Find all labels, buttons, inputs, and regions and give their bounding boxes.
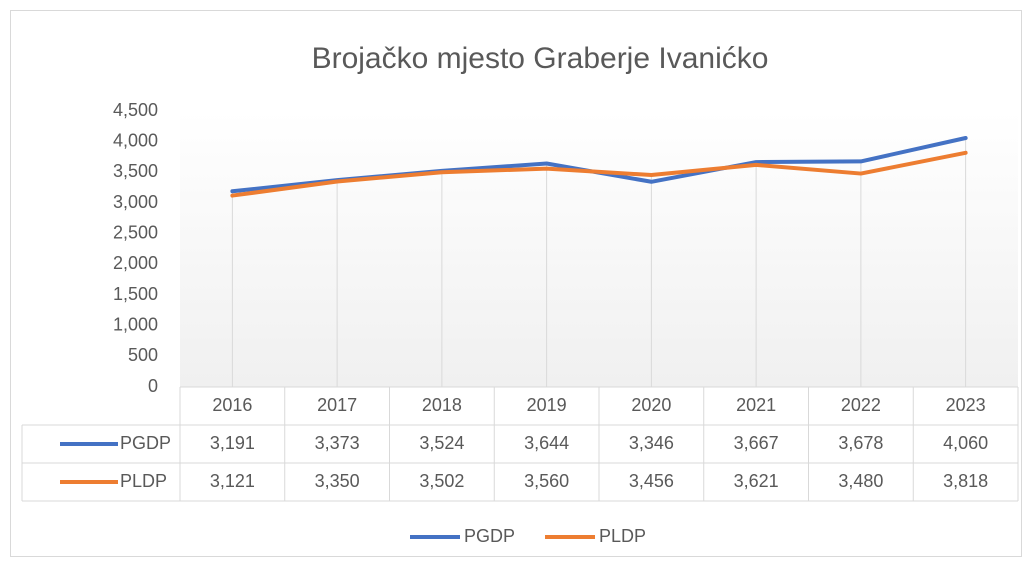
chart-title: Brojačko mjesto Graberje Ivanićko	[312, 42, 769, 75]
y-tick-label: 4,500	[113, 100, 158, 120]
table-series-name: PGDP	[120, 433, 171, 453]
table-value: 3,350	[315, 471, 360, 491]
table-value: 3,191	[210, 433, 255, 453]
y-tick-label: 2,000	[113, 253, 158, 273]
table-value: 3,346	[629, 433, 674, 453]
table-value: 3,480	[838, 471, 883, 491]
table-value: 3,621	[734, 471, 779, 491]
x-tick-label: 2023	[946, 395, 986, 415]
x-tick-label: 2019	[527, 395, 567, 415]
table-value: 3,524	[419, 433, 464, 453]
table-value: 3,456	[629, 471, 674, 491]
table-value: 3,667	[734, 433, 779, 453]
table-value: 4,060	[943, 433, 988, 453]
x-tick-label: 2020	[631, 395, 671, 415]
table-value: 3,818	[943, 471, 988, 491]
table-value: 3,644	[524, 433, 569, 453]
y-tick-label: 2,500	[113, 222, 158, 242]
table-value: 3,373	[315, 433, 360, 453]
y-tick-label: 0	[148, 376, 158, 396]
y-tick-label: 3,000	[113, 192, 158, 212]
legend-label: PLDP	[599, 526, 646, 546]
y-tick-label: 1,000	[113, 314, 158, 334]
table-value: 3,502	[419, 471, 464, 491]
x-tick-label: 2016	[212, 395, 252, 415]
y-tick-label: 3,500	[113, 161, 158, 181]
y-tick-label: 500	[128, 345, 158, 365]
y-tick-label: 1,500	[113, 284, 158, 304]
legend-label: PGDP	[464, 526, 515, 546]
series-line	[230, 150, 968, 198]
table-value: 3,560	[524, 471, 569, 491]
x-tick-label: 2021	[736, 395, 776, 415]
table-value: 3,121	[210, 471, 255, 491]
x-tick-label: 2017	[317, 395, 357, 415]
x-tick-label: 2018	[422, 395, 462, 415]
table-series-name: PLDP	[120, 471, 167, 491]
y-tick-label: 4,000	[113, 130, 158, 150]
table-value: 3,678	[838, 433, 883, 453]
x-tick-label: 2022	[841, 395, 881, 415]
